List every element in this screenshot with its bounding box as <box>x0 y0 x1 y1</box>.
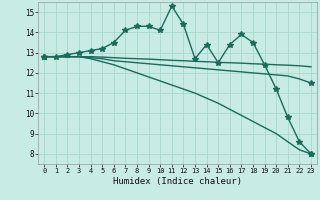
X-axis label: Humidex (Indice chaleur): Humidex (Indice chaleur) <box>113 177 242 186</box>
